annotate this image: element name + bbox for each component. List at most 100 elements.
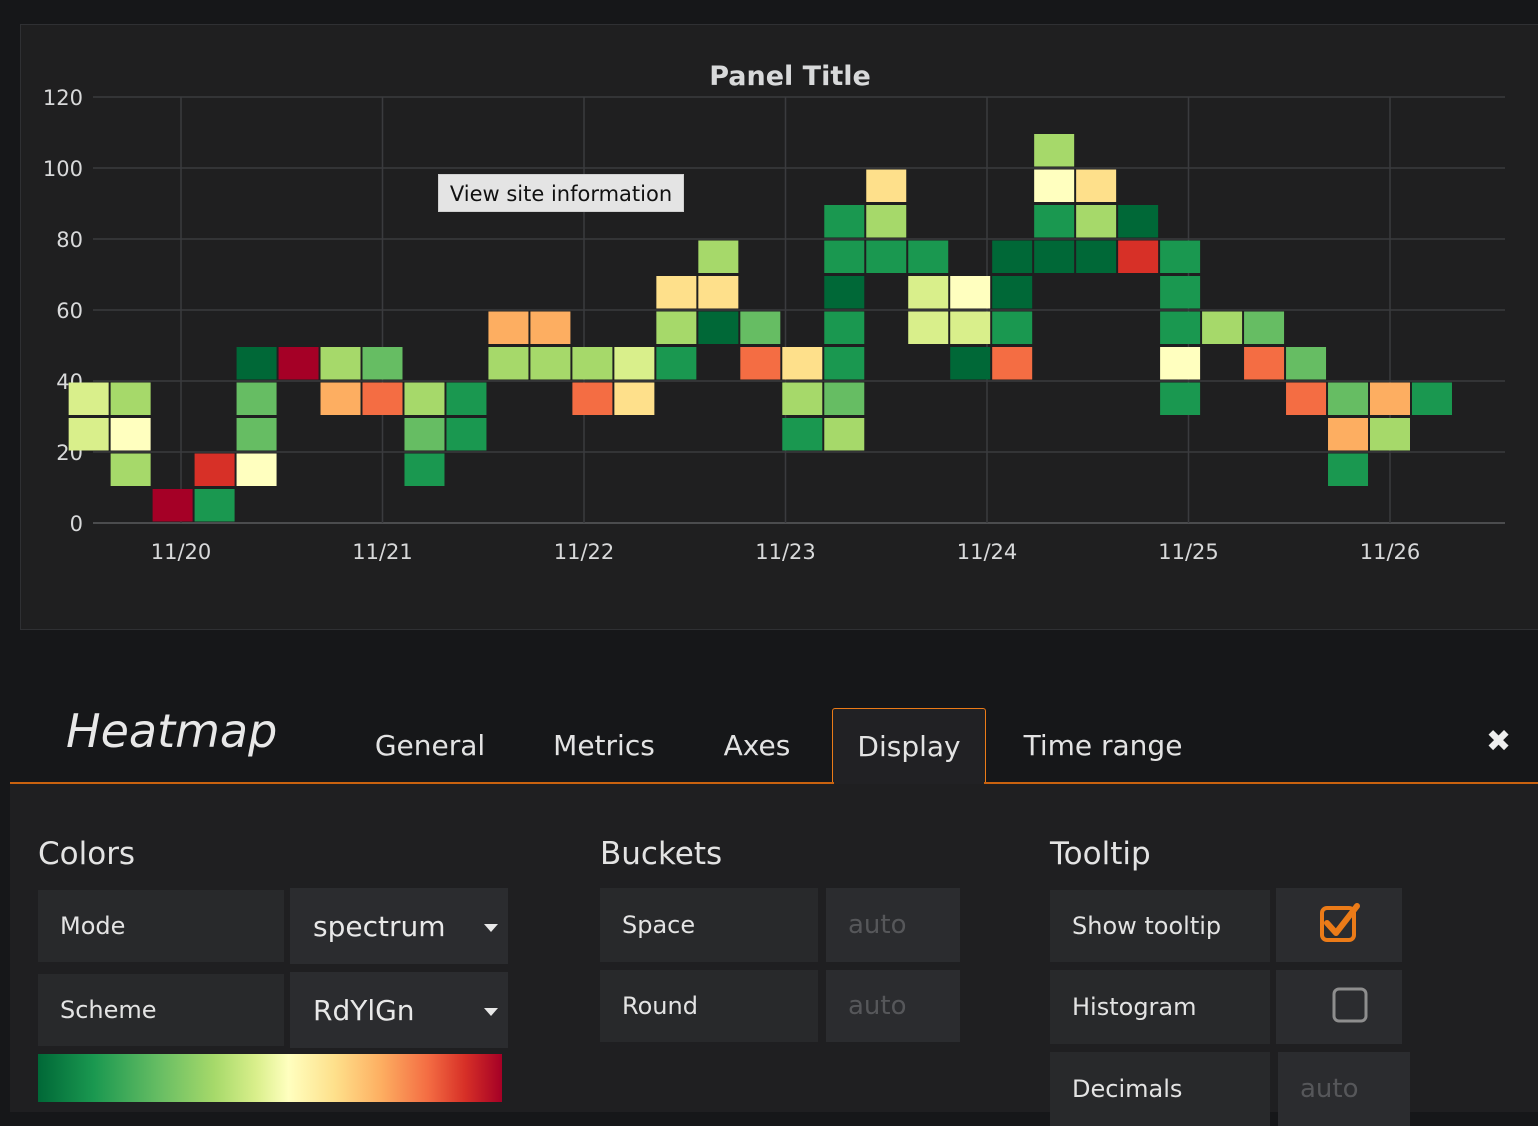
heatmap-cell (446, 418, 487, 451)
heatmap-cell (530, 347, 571, 380)
heatmap-cell (1076, 240, 1117, 273)
heatmap-cell (1328, 453, 1369, 486)
heatmap-cell (656, 276, 697, 309)
x-tick-label: 11/25 (1158, 540, 1219, 564)
heatmap-cell (1202, 311, 1243, 344)
checkbox-empty-icon (1332, 987, 1368, 1023)
heatmap-cell (992, 240, 1033, 273)
chevron-down-icon (484, 1008, 498, 1016)
scheme-select[interactable]: RdYlGn (290, 972, 508, 1048)
tab-metrics[interactable]: Metrics (553, 729, 655, 762)
heatmap-cell (1370, 418, 1410, 451)
histogram-checkbox[interactable] (1276, 970, 1402, 1044)
heatmap-cell (1076, 169, 1117, 202)
heatmap-cell (908, 311, 949, 344)
y-tick-label: 60 (56, 299, 83, 323)
heatmap-cell (824, 276, 865, 309)
heatmap-cell (698, 311, 739, 344)
heatmap-cell (740, 347, 781, 380)
heatmap-cell (194, 489, 235, 522)
heatmap-cell (656, 347, 697, 380)
heatmap-cell (152, 489, 193, 522)
checkbox-checked-icon (1320, 903, 1360, 942)
scheme-label: Scheme (38, 974, 284, 1046)
heatmap-cell (236, 418, 277, 451)
heatmap-cell (110, 382, 151, 415)
x-tick-label: 11/23 (755, 540, 816, 564)
heatmap-cell (698, 276, 739, 309)
heatmap-cell (68, 418, 109, 451)
scheme-value: RdYlGn (313, 993, 415, 1027)
heatmap-cell (824, 418, 865, 451)
y-tick-label: 120 (43, 86, 83, 110)
tab-axes[interactable]: Axes (723, 729, 791, 762)
heatmap-cell (362, 382, 403, 415)
heatmap-cell (1118, 240, 1159, 273)
heatmap-cell (824, 311, 865, 344)
heatmap-cell (950, 276, 991, 309)
heatmap-cell (278, 347, 319, 380)
heatmap-cell (1160, 276, 1201, 309)
heatmap-cell (1411, 382, 1452, 415)
buckets-section-title: Buckets (600, 836, 723, 872)
heatmap-cell (1244, 347, 1285, 380)
heatmap-cell (824, 240, 865, 273)
heatmap-cell (824, 205, 865, 238)
tab-display[interactable]: Display (832, 708, 986, 784)
heatmap-cell (782, 418, 823, 451)
heatmap-cell (1034, 205, 1075, 238)
mode-value: spectrum (313, 909, 446, 943)
show-tooltip-checkbox[interactable] (1276, 888, 1402, 962)
chevron-down-icon (484, 924, 498, 932)
close-icon[interactable]: ✖ (1486, 724, 1512, 759)
mode-select[interactable]: spectrum (290, 888, 508, 964)
histogram-label: Histogram (1050, 970, 1270, 1044)
heatmap-cell (488, 347, 529, 380)
heatmap-cell (110, 453, 151, 486)
heatmap-cell (1160, 382, 1201, 415)
heatmap-cell (1328, 382, 1369, 415)
x-tick-label: 11/20 (151, 540, 212, 564)
heatmap-cell (194, 453, 235, 486)
space-input[interactable]: auto (826, 888, 960, 962)
heatmap-cell (992, 311, 1033, 344)
heatmap-cell (950, 347, 991, 380)
view-site-information-tooltip: View site information (438, 174, 684, 212)
heatmap-cell (320, 347, 361, 380)
heatmap-cell (1160, 240, 1201, 273)
heatmap-cell (866, 205, 907, 238)
mode-label: Mode (38, 890, 284, 962)
heatmap-cell (404, 418, 445, 451)
heatmap-cell (362, 347, 403, 380)
heatmap-cell (572, 382, 613, 415)
heatmap-cell (1244, 311, 1285, 344)
heatmap-cell (1034, 169, 1075, 202)
panel-title[interactable]: Panel Title (709, 61, 871, 92)
x-tick-label: 11/22 (554, 540, 615, 564)
y-tick-label: 100 (43, 157, 83, 181)
heatmap-cell (866, 169, 907, 202)
x-tick-label: 11/21 (352, 540, 413, 564)
heatmap-cell (1118, 205, 1159, 238)
x-tick-label: 11/26 (1360, 540, 1421, 564)
panel-editor: Heatmap General Metrics Axes Display Tim… (10, 660, 1538, 1126)
heatmap-cell (1076, 205, 1117, 238)
heatmap-cell (530, 311, 571, 344)
tab-general[interactable]: General (374, 729, 486, 762)
heatmap-cell (992, 347, 1033, 380)
heatmap-cell (1160, 311, 1201, 344)
heatmap-cell (656, 311, 697, 344)
decimals-input[interactable]: auto (1278, 1052, 1410, 1126)
editor-header: Heatmap General Metrics Axes Display Tim… (10, 660, 1538, 784)
heatmap-cell (698, 240, 739, 273)
heatmap-cell (782, 382, 823, 415)
y-tick-label: 80 (56, 228, 83, 252)
heatmap-cell (1286, 382, 1327, 415)
tab-time-range[interactable]: Time range (1023, 729, 1183, 762)
round-input[interactable]: auto (826, 970, 960, 1042)
heatmap-cell (236, 382, 277, 415)
y-tick-label: 0 (70, 512, 83, 536)
display-options: Colors Mode spectrum Scheme RdYlGn Bucke… (10, 784, 1538, 1126)
heatmap-cell (572, 347, 613, 380)
tooltip-section-title: Tooltip (1050, 836, 1151, 872)
